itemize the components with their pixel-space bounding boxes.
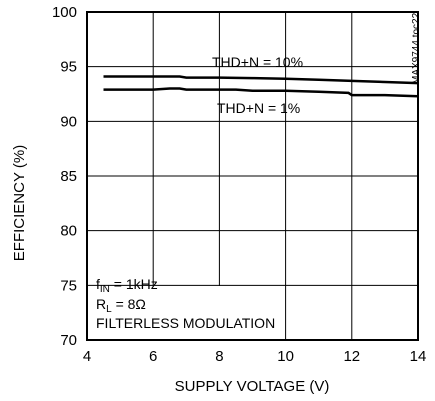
series-label-thd-1: THD+N = 1% — [217, 100, 300, 116]
conditions-annotation-box — [88, 286, 281, 342]
x-tick-label: 4 — [83, 348, 91, 365]
y-tick-label: 90 — [60, 113, 77, 130]
x-tick-label: 8 — [215, 348, 223, 365]
tick-labels: 4 6 8 10 12 14 70 75 80 85 90 95 100 — [52, 4, 426, 365]
plot-frame — [86, 11, 419, 341]
y-axis-title: EFFICIENCY (%) — [11, 145, 28, 261]
annotation-rl: RL = 8Ω — [96, 296, 146, 315]
y-tick-label: 75 — [60, 277, 77, 294]
series-label-thd-10: THD+N = 10% — [212, 54, 303, 70]
annotation-fin: fIN = 1kHz — [96, 276, 158, 295]
y-tick-label: 85 — [60, 168, 77, 185]
annotation-modulation: FILTERLESS MODULATION — [96, 315, 275, 331]
series-line-thd-10 — [103, 75, 419, 85]
data-series — [103, 75, 419, 98]
x-tick-label: 6 — [149, 348, 157, 365]
part-number-tag: MAX9744 toc22 — [411, 12, 422, 84]
y-tick-label: 95 — [60, 59, 77, 76]
x-tick-label: 14 — [410, 348, 427, 365]
y-tick-label: 80 — [60, 223, 77, 240]
x-axis-title: SUPPLY VOLTAGE (V) — [175, 378, 330, 395]
y-tick-label: 100 — [52, 4, 77, 21]
grid-lines — [87, 12, 418, 340]
x-tick-label: 10 — [277, 348, 294, 365]
x-tick-label: 12 — [343, 348, 360, 365]
y-tick-label: 70 — [60, 332, 77, 349]
series-line-thd-1 — [103, 87, 419, 98]
